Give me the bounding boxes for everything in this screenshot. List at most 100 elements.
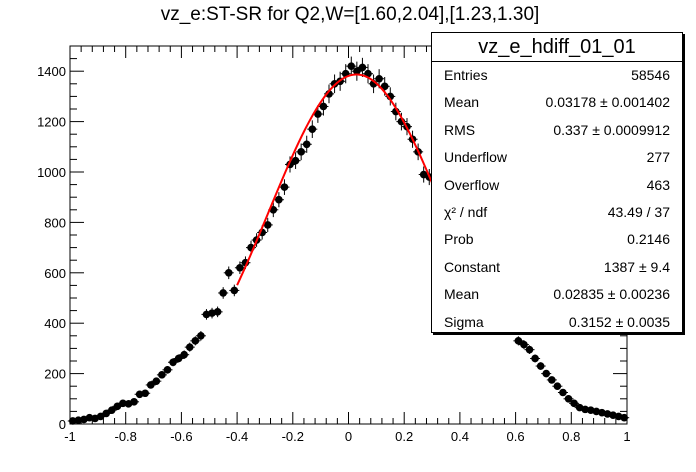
stats-row: Underflow 277 bbox=[432, 144, 682, 171]
data-point bbox=[536, 362, 545, 370]
data-point bbox=[68, 417, 77, 425]
stats-row-name: Underflow bbox=[444, 149, 508, 166]
stats-row-name: RMS bbox=[444, 121, 476, 138]
stats-row-name: χ² / ndf bbox=[444, 203, 488, 220]
data-point bbox=[297, 148, 305, 156]
data-point bbox=[314, 110, 322, 118]
stats-row-value: 0.337 ± 0.0009912 bbox=[553, 121, 670, 138]
data-point bbox=[275, 195, 283, 204]
data-point bbox=[564, 395, 573, 403]
data-point bbox=[213, 308, 222, 316]
data-point bbox=[169, 358, 177, 367]
data-point bbox=[236, 263, 244, 272]
data-point bbox=[224, 269, 233, 277]
data-point bbox=[358, 63, 367, 72]
stats-rows: Entries 58546 Mean 0.03178 ± 0.001402 RMS 0.3… bbox=[432, 62, 682, 336]
data-point bbox=[185, 343, 194, 351]
stats-row-value: 277 bbox=[646, 149, 670, 166]
y-tick-label: 0 bbox=[59, 417, 66, 432]
y-tick-label: 1000 bbox=[37, 165, 66, 180]
x-tick-label: 0.6 bbox=[507, 429, 525, 444]
data-point bbox=[263, 221, 272, 229]
data-point bbox=[180, 350, 188, 359]
data-point bbox=[163, 366, 172, 374]
gaussian-fit-curve bbox=[236, 73, 461, 286]
stats-row-value: 58546 bbox=[631, 67, 670, 83]
data-point bbox=[514, 337, 523, 345]
data-point bbox=[219, 289, 227, 297]
stats-box: vz_e_hdiff_01_01 Entries 58546 Mean 0.03178… bbox=[431, 32, 683, 333]
data-point bbox=[525, 345, 534, 354]
data-point bbox=[531, 354, 539, 363]
data-point bbox=[269, 206, 278, 214]
x-tick-label: -1 bbox=[64, 429, 76, 444]
data-point bbox=[581, 405, 590, 414]
chart-title: vz_e:ST-SR for Q2,W=[1.60,2.04],[1.23,1.… bbox=[160, 4, 540, 25]
stats-histogram-name: vz_e_hdiff_01_01 bbox=[432, 33, 682, 62]
data-point bbox=[85, 413, 94, 422]
y-tick-label: 600 bbox=[44, 266, 66, 281]
stats-row-value: 0.2146 bbox=[627, 231, 670, 248]
stats-row-name: Entries bbox=[444, 67, 488, 83]
y-tick-label: 400 bbox=[44, 316, 66, 331]
data-point bbox=[542, 369, 551, 378]
data-point bbox=[130, 398, 138, 406]
data-point bbox=[375, 74, 383, 83]
stats-row-name: Prob bbox=[444, 231, 474, 248]
stats-row-value: 463 bbox=[646, 176, 670, 193]
data-point bbox=[380, 82, 389, 91]
y-tick-label: 1400 bbox=[37, 64, 66, 79]
data-point bbox=[548, 376, 556, 384]
stats-row: Mean 0.03178 ± 0.001402 bbox=[432, 89, 682, 116]
stats-row-value: 0.03178 ± 0.001402 bbox=[545, 94, 670, 111]
stats-row-value: 0.3152 ± 0.0035 bbox=[568, 313, 670, 330]
data-point bbox=[113, 402, 122, 411]
data-point bbox=[559, 388, 567, 397]
x-tick-label: -0.2 bbox=[282, 429, 304, 444]
x-tick-label: -0.6 bbox=[170, 429, 192, 444]
x-tick-label: 0.8 bbox=[562, 429, 580, 444]
stats-row: Sigma 0.3152 ± 0.0035 bbox=[432, 309, 682, 336]
x-tick-label: -0.8 bbox=[114, 429, 136, 444]
y-tick-label: 1200 bbox=[37, 115, 66, 130]
stats-row: Constant 1387 ± 9.4 bbox=[432, 254, 682, 281]
stats-row-name: Mean bbox=[444, 94, 480, 111]
stats-row-name: Mean bbox=[444, 286, 480, 303]
x-tick-label: 0 bbox=[345, 429, 352, 444]
stats-row: Prob 0.2146 bbox=[432, 226, 682, 253]
data-point bbox=[141, 389, 149, 398]
data-point bbox=[570, 399, 578, 408]
data-point bbox=[319, 102, 328, 111]
data-point bbox=[620, 413, 629, 422]
stats-row-value: 1387 ± 9.4 bbox=[603, 258, 670, 275]
data-point bbox=[152, 377, 161, 385]
data-point bbox=[553, 382, 562, 391]
data-point bbox=[197, 332, 205, 340]
stats-row: RMS 0.337 ± 0.0009912 bbox=[432, 117, 682, 144]
data-point bbox=[102, 409, 111, 418]
data-point bbox=[146, 381, 155, 389]
stats-row: χ² / ndf 43.49 / 37 bbox=[432, 199, 682, 226]
stats-row: Mean 0.02835 ± 0.00236 bbox=[432, 281, 682, 308]
stats-row: Overflow 463 bbox=[432, 172, 682, 199]
data-point bbox=[347, 62, 356, 70]
data-point bbox=[230, 286, 239, 295]
stats-row-name: Constant bbox=[444, 258, 501, 275]
data-point bbox=[520, 340, 528, 349]
data-point bbox=[302, 140, 311, 149]
data-point bbox=[308, 125, 317, 133]
data-point bbox=[107, 406, 116, 414]
data-point bbox=[291, 156, 300, 165]
x-tick-label: 0.2 bbox=[395, 429, 413, 444]
x-tick-label: 1 bbox=[623, 429, 630, 444]
data-point bbox=[174, 354, 183, 363]
y-tick-label: 800 bbox=[44, 215, 66, 230]
data-point bbox=[280, 183, 289, 191]
data-point bbox=[96, 412, 105, 421]
stats-row-name: Sigma bbox=[444, 313, 484, 330]
y-tick-label: 200 bbox=[44, 367, 66, 382]
data-point bbox=[191, 337, 200, 345]
stats-row-value: 43.49 / 37 bbox=[607, 203, 670, 220]
x-tick-label: 0.4 bbox=[451, 429, 469, 444]
